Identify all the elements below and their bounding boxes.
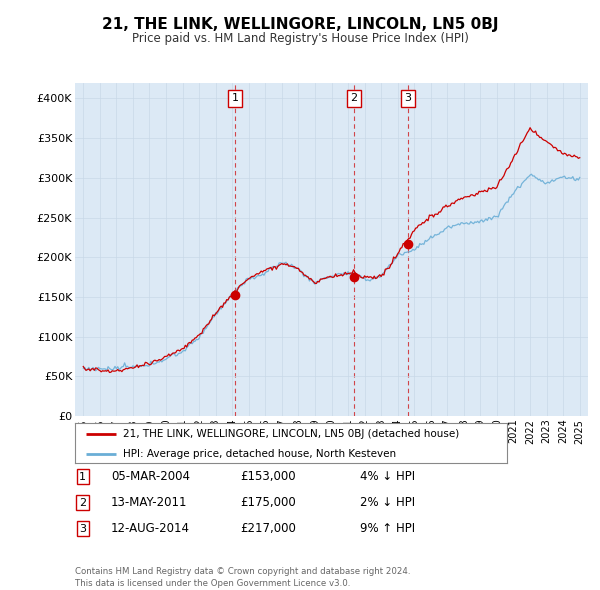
Text: 3: 3 — [404, 93, 412, 103]
Text: 2: 2 — [350, 93, 358, 103]
Text: 1: 1 — [79, 472, 86, 481]
Text: £175,000: £175,000 — [240, 496, 296, 509]
Text: Contains HM Land Registry data © Crown copyright and database right 2024.
This d: Contains HM Land Registry data © Crown c… — [75, 568, 410, 588]
Text: 4% ↓ HPI: 4% ↓ HPI — [360, 470, 415, 483]
Text: 2: 2 — [79, 498, 86, 507]
Text: 12-AUG-2014: 12-AUG-2014 — [111, 522, 190, 535]
Text: 2% ↓ HPI: 2% ↓ HPI — [360, 496, 415, 509]
Text: 21, THE LINK, WELLINGORE, LINCOLN, LN5 0BJ (detached house): 21, THE LINK, WELLINGORE, LINCOLN, LN5 0… — [122, 429, 459, 439]
Text: £217,000: £217,000 — [240, 522, 296, 535]
Text: 13-MAY-2011: 13-MAY-2011 — [111, 496, 187, 509]
Text: Price paid vs. HM Land Registry's House Price Index (HPI): Price paid vs. HM Land Registry's House … — [131, 32, 469, 45]
Text: 3: 3 — [79, 524, 86, 533]
Text: HPI: Average price, detached house, North Kesteven: HPI: Average price, detached house, Nort… — [122, 450, 395, 460]
Text: 21, THE LINK, WELLINGORE, LINCOLN, LN5 0BJ: 21, THE LINK, WELLINGORE, LINCOLN, LN5 0… — [102, 17, 498, 31]
Text: £153,000: £153,000 — [240, 470, 296, 483]
Text: 9% ↑ HPI: 9% ↑ HPI — [360, 522, 415, 535]
Text: 1: 1 — [232, 93, 239, 103]
Text: 05-MAR-2004: 05-MAR-2004 — [111, 470, 190, 483]
